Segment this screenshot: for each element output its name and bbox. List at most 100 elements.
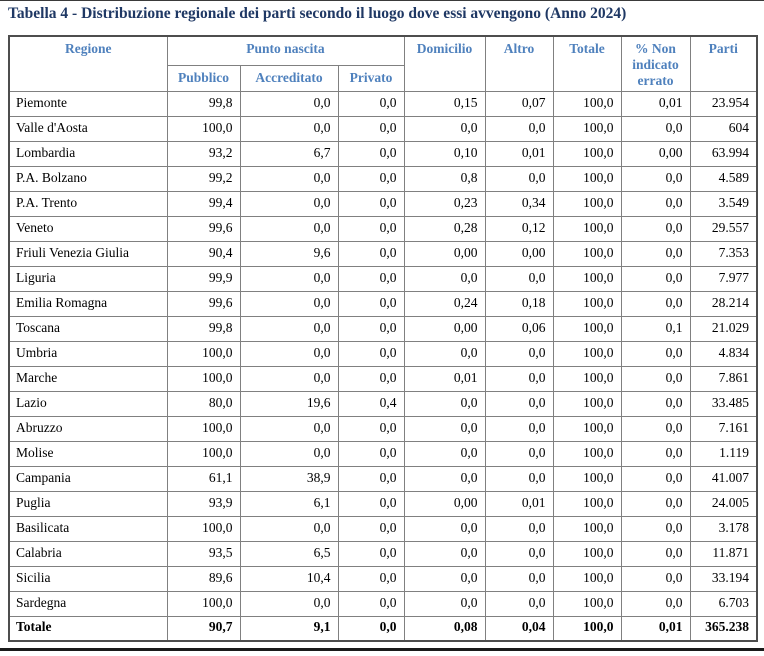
value-cell-totale: 100,0 xyxy=(552,440,622,467)
value-cell-pubblico: 61,1 xyxy=(166,465,241,492)
page-top-edge-line xyxy=(0,0,764,1)
table-row: Friuli Venezia Giulia 90,4 9,6 0,0 0,00 0,00 1… xyxy=(8,240,758,267)
value-cell-accreditato: 0,0 xyxy=(239,190,339,217)
value-cell-non_indicato: 0,0 xyxy=(620,515,691,542)
value-cell-parti: 3.178 xyxy=(689,515,758,542)
value-cell-privato: 0,0 xyxy=(337,490,405,517)
value-cell-domicilio: 0,00 xyxy=(403,240,486,267)
value-cell-pubblico: 100,0 xyxy=(166,415,241,442)
region-name-cell: Campania xyxy=(8,465,168,492)
region-name-cell: Piemonte xyxy=(8,90,168,117)
value-cell-accreditato: 38,9 xyxy=(239,465,339,492)
value-cell-accreditato: 0,0 xyxy=(239,265,339,292)
value-cell-totale: 100,0 xyxy=(552,390,622,417)
value-cell-totale: 100,0 xyxy=(552,265,622,292)
value-cell-totale: 100,0 xyxy=(552,415,622,442)
value-cell-non_indicato: 0,00 xyxy=(620,140,691,167)
value-cell-accreditato: 10,4 xyxy=(239,565,339,592)
region-name-cell: Calabria xyxy=(8,540,168,567)
value-cell-privato: 0,0 xyxy=(337,590,405,617)
value-cell-totale: 100,0 xyxy=(552,215,622,242)
value-cell-accreditato: 9,6 xyxy=(239,240,339,267)
col-header-non-indicato: % Non indicato errato xyxy=(620,35,691,92)
value-cell-pubblico: 100,0 xyxy=(166,515,241,542)
value-cell-parti: 4.589 xyxy=(689,165,758,192)
value-cell-domicilio: 0,0 xyxy=(403,415,486,442)
value-cell-accreditato: 0,0 xyxy=(239,415,339,442)
region-name-cell: Veneto xyxy=(8,215,168,242)
value-cell-domicilio: 0,0 xyxy=(403,390,486,417)
value-cell-altro: 0,01 xyxy=(484,490,554,517)
value-cell-parti: 28.214 xyxy=(689,290,758,317)
value-cell-accreditato: 0,0 xyxy=(239,365,339,392)
value-cell-parti: 29.557 xyxy=(689,215,758,242)
value-cell-domicilio: 0,0 xyxy=(403,465,486,492)
table-row: Calabria 93,5 6,5 0,0 0,0 0,0 100,0 0,0 11.871 xyxy=(8,540,758,567)
region-name-cell: Puglia xyxy=(8,490,168,517)
value-cell-parti: 7.977 xyxy=(689,265,758,292)
value-cell-totale: 100,0 xyxy=(552,590,622,617)
value-cell-domicilio: 0,08 xyxy=(403,615,486,642)
value-cell-pubblico: 100,0 xyxy=(166,115,241,142)
region-name-cell: Sicilia xyxy=(8,565,168,592)
value-cell-accreditato: 0,0 xyxy=(239,215,339,242)
value-cell-privato: 0,0 xyxy=(337,215,405,242)
value-cell-totale: 100,0 xyxy=(552,490,622,517)
region-name-cell: Totale xyxy=(8,615,168,642)
value-cell-pubblico: 100,0 xyxy=(166,440,241,467)
value-cell-privato: 0,0 xyxy=(337,240,405,267)
value-cell-domicilio: 0,28 xyxy=(403,215,486,242)
value-cell-totale: 100,0 xyxy=(552,315,622,342)
value-cell-accreditato: 0,0 xyxy=(239,515,339,542)
value-cell-accreditato: 6,1 xyxy=(239,490,339,517)
value-cell-altro: 0,07 xyxy=(484,90,554,117)
value-cell-privato: 0,0 xyxy=(337,340,405,367)
table-row: Emilia Romagna 99,6 0,0 0,0 0,24 0,18 100,0 0,0… xyxy=(8,290,758,317)
table-row: Sardegna 100,0 0,0 0,0 0,0 0,0 100,0 0,0 6.703 xyxy=(8,590,758,617)
value-cell-privato: 0,0 xyxy=(337,290,405,317)
region-name-cell: Umbria xyxy=(8,340,168,367)
value-cell-domicilio: 0,0 xyxy=(403,115,486,142)
region-name-cell: Liguria xyxy=(8,265,168,292)
table-row: Basilicata 100,0 0,0 0,0 0,0 0,0 100,0 0,0 3.178 xyxy=(8,515,758,542)
value-cell-parti: 41.007 xyxy=(689,465,758,492)
value-cell-altro: 0,0 xyxy=(484,115,554,142)
value-cell-altro: 0,01 xyxy=(484,140,554,167)
value-cell-accreditato: 9,1 xyxy=(239,615,339,642)
value-cell-totale: 100,0 xyxy=(552,290,622,317)
value-cell-parti: 63.994 xyxy=(689,140,758,167)
value-cell-totale: 100,0 xyxy=(552,615,622,642)
value-cell-non_indicato: 0,01 xyxy=(620,90,691,117)
value-cell-parti: 7.861 xyxy=(689,365,758,392)
value-cell-parti: 21.029 xyxy=(689,315,758,342)
value-cell-non_indicato: 0,0 xyxy=(620,490,691,517)
region-name-cell: Marche xyxy=(8,365,168,392)
value-cell-altro: 0,0 xyxy=(484,565,554,592)
value-cell-altro: 0,0 xyxy=(484,440,554,467)
table-row: Marche 100,0 0,0 0,0 0,01 0,0 100,0 0,0 7.861 xyxy=(8,365,758,392)
col-header-punto-nascita: Punto nascita xyxy=(166,35,405,66)
value-cell-privato: 0,0 xyxy=(337,115,405,142)
value-cell-totale: 100,0 xyxy=(552,515,622,542)
value-cell-non_indicato: 0,0 xyxy=(620,440,691,467)
value-cell-privato: 0,0 xyxy=(337,365,405,392)
table-row: Valle d'Aosta 100,0 0,0 0,0 0,0 0,0 100,0 0,0 60… xyxy=(8,115,758,142)
value-cell-domicilio: 0,15 xyxy=(403,90,486,117)
table-row: Lombardia 93,2 6,7 0,0 0,10 0,01 100,0 0,00 63.9… xyxy=(8,140,758,167)
table-row: Veneto 99,6 0,0 0,0 0,28 0,12 100,0 0,0 29.557 xyxy=(8,215,758,242)
value-cell-totale: 100,0 xyxy=(552,240,622,267)
table-row: Lazio 80,0 19,6 0,4 0,0 0,0 100,0 0,0 33.485 xyxy=(8,390,758,417)
value-cell-parti: 33.485 xyxy=(689,390,758,417)
region-name-cell: Lazio xyxy=(8,390,168,417)
value-cell-non_indicato: 0,0 xyxy=(620,365,691,392)
parti-table: Regione Punto nascita Domicilio Altro To… xyxy=(8,35,758,642)
value-cell-totale: 100,0 xyxy=(552,565,622,592)
table-row: P.A. Trento 99,4 0,0 0,0 0,23 0,34 100,0 0,0 3.5… xyxy=(8,190,758,217)
value-cell-privato: 0,0 xyxy=(337,315,405,342)
value-cell-accreditato: 0,0 xyxy=(239,290,339,317)
value-cell-privato: 0,0 xyxy=(337,140,405,167)
region-name-cell: Toscana xyxy=(8,315,168,342)
value-cell-domicilio: 0,10 xyxy=(403,140,486,167)
value-cell-privato: 0,0 xyxy=(337,565,405,592)
region-name-cell: Valle d'Aosta xyxy=(8,115,168,142)
